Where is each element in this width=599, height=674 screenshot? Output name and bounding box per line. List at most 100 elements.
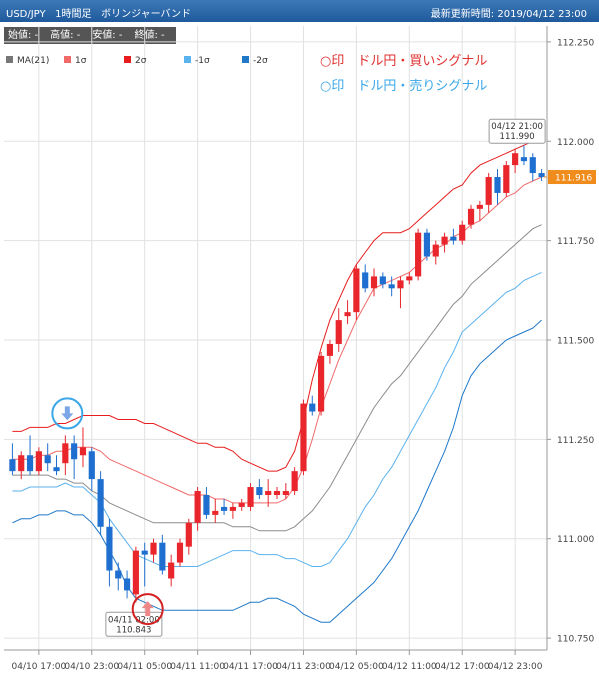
last-price-tag	[548, 170, 596, 185]
candle-body	[397, 280, 404, 289]
x-tick-label: 04/11 11:00	[170, 662, 225, 672]
x-tick-label: 04/12 23:00	[488, 662, 543, 672]
candle-body	[503, 165, 510, 193]
last-price-label: 111.916	[555, 174, 592, 184]
legend-label: MA(21)	[17, 56, 49, 66]
candle-body	[220, 506, 228, 511]
candle-body	[26, 455, 34, 472]
candle-body	[370, 276, 378, 289]
candle-body	[485, 177, 492, 205]
candle-body	[335, 320, 342, 344]
candle-body	[18, 455, 25, 472]
candle-body	[441, 236, 448, 245]
candle-body	[423, 232, 431, 257]
candle-body	[388, 284, 395, 289]
ohlc-open: 始値: -	[8, 30, 39, 41]
x-tick-label: 04/11 23:00	[276, 662, 331, 672]
low-label-value: 110.843	[116, 625, 151, 635]
candle-body	[106, 526, 113, 571]
candle-body	[300, 403, 307, 472]
update-value: 2019/04/12 23:00	[497, 9, 587, 20]
candle-body	[71, 443, 78, 460]
update-label: 最新更新時間:	[430, 9, 495, 20]
candle-body	[406, 276, 413, 281]
x-tick-label: 04/10 17:00	[12, 662, 67, 672]
y-tick-label: 111.500	[557, 336, 594, 346]
buy-signal-circle	[131, 593, 164, 626]
legend-label: 2σ	[135, 56, 147, 66]
candle-body	[318, 355, 325, 412]
candle-body	[176, 542, 184, 563]
legend-label: 1σ	[75, 56, 87, 66]
candle-body	[529, 157, 536, 174]
chart-title: USD/JPY 1時間足 ボリンジャーバンド	[6, 5, 191, 20]
x-tick-label: 04/12 05:00	[329, 662, 384, 672]
high-label-box	[488, 118, 546, 144]
candle-body	[229, 506, 236, 511]
indicator-name: ボリンジャーバンド	[101, 9, 191, 20]
title-bar: USD/JPY 1時間足 ボリンジャーバンド 最新更新時間: 2019/04/1…	[0, 0, 599, 22]
symbol: USD/JPY	[6, 9, 46, 20]
x-tick-label: 04/12 11:00	[382, 662, 437, 672]
candle-body	[194, 491, 201, 523]
candle-body	[326, 343, 334, 356]
candle-body	[247, 487, 254, 507]
candle-body	[273, 491, 281, 495]
candle-body	[185, 522, 192, 547]
candle-body	[238, 502, 245, 507]
candle-body	[62, 443, 69, 464]
candles	[9, 145, 545, 603]
legend-swatch	[184, 56, 191, 63]
ohlc-close: 終値: -	[134, 30, 165, 41]
candle-body	[115, 570, 122, 579]
candle-body	[79, 447, 87, 456]
x-tick-label: 04/10 23:00	[64, 662, 119, 672]
y-tick-label: 112.000	[557, 138, 594, 148]
legend: MA(21) 1σ 2σ -1σ -2σ	[6, 56, 268, 66]
candle-body	[344, 312, 351, 317]
x-tick-label: 04/11 17:00	[223, 662, 278, 672]
legend-label: -1σ	[195, 56, 210, 66]
candle-body	[150, 542, 157, 555]
candle-body	[212, 510, 219, 515]
candle-body	[291, 471, 298, 492]
ohlc-high: 高値: -	[50, 30, 81, 41]
candle-body	[35, 451, 42, 472]
candle-body	[450, 236, 457, 241]
candle-body	[159, 542, 166, 571]
candle-body	[44, 455, 51, 464]
candle-body	[494, 177, 501, 193]
candle-body	[538, 173, 545, 178]
low-label-time: 04/11 02:00	[108, 615, 160, 625]
ohlc-low: 安値: -	[92, 30, 123, 41]
timeframe: 1時間足	[55, 9, 92, 20]
x-tick-label: 04/11 05:00	[117, 662, 172, 672]
sell-signal-circle	[51, 397, 84, 430]
candle-body	[282, 491, 289, 495]
candle-body	[53, 467, 60, 472]
candle-body	[123, 578, 131, 591]
sell-signal-legend: ○印 ドル円・売りシグナル	[320, 78, 487, 94]
candle-body	[9, 459, 16, 472]
candle-body	[265, 491, 272, 495]
legend-swatch	[64, 56, 71, 63]
buy-arrow-icon	[141, 601, 154, 617]
candle-body	[415, 232, 422, 277]
legend-swatch	[124, 56, 131, 63]
high-label-time: 04/12 21:00	[491, 122, 543, 132]
candle-body	[141, 550, 148, 555]
update-time: 最新更新時間: 2019/04/12 23:00	[431, 5, 587, 20]
legend-label: -2σ	[253, 56, 268, 66]
candle-body	[459, 224, 466, 241]
candle-body	[97, 479, 104, 527]
buy-signal-legend: ○印 ドル円・買いシグナル	[320, 54, 487, 69]
x-tick-label: 04/12 17:00	[435, 662, 490, 672]
candle-body	[520, 157, 528, 162]
grid	[4, 26, 547, 650]
high-label-value: 111.990	[500, 132, 535, 142]
candle-body	[88, 451, 95, 480]
plus2-sigma-line	[12, 136, 542, 472]
sell-arrow-icon	[61, 406, 74, 421]
y-tick-label: 110.750	[557, 635, 594, 645]
